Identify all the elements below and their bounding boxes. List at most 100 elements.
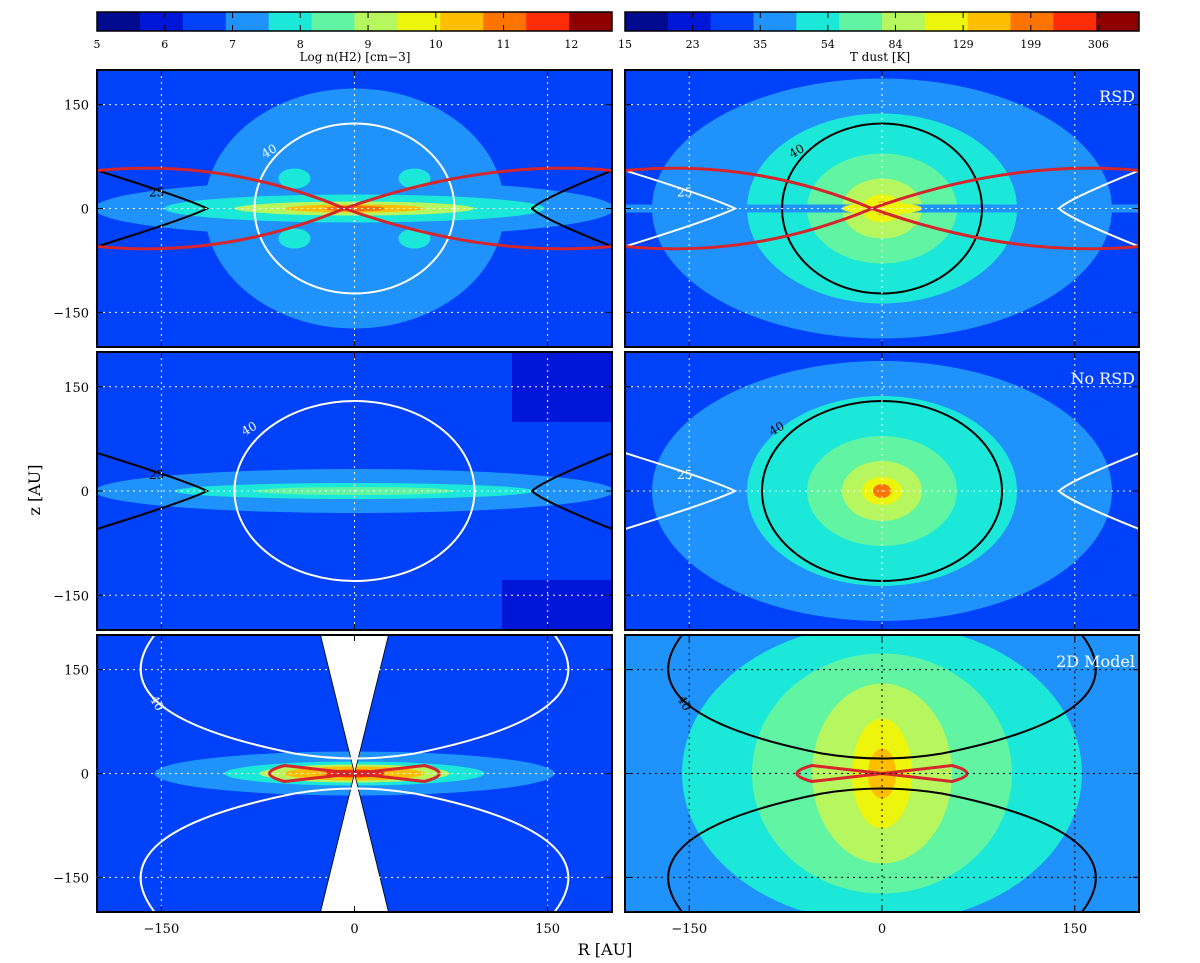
y-tick-label: 150 [64,381,89,396]
panel-frame [96,351,613,631]
panel-left-row2: 40 −150 0 150 −150 0 150 [53,634,613,937]
x-tick-label: 150 [535,922,560,937]
colorbar-temperature-swatch [882,12,926,31]
colorbar-temperature-tick-label: 35 [753,38,767,51]
panel-frame [624,351,1140,631]
panel-right-row1: 40 25 No RSD [624,351,1140,631]
y-tick-label: 150 [64,99,89,114]
y-axis-label: z [AU] [25,464,44,515]
x-tick-label: 0 [350,922,358,937]
colorbar-density-swatch [569,12,613,31]
contour-label: 25 [149,186,164,200]
y-tick-label: −150 [53,589,89,604]
colorbar-temperature-tick-label: 306 [1088,38,1109,51]
colorbar-density-swatch [225,12,270,31]
panel-right-row0: 40 25 RSD [624,69,1140,348]
colorbar-density-tick-label: 5 [94,38,101,51]
colorbar-density: 5 6 7 8 9 10 11 12 [94,11,613,51]
x-tick-label: 0 [878,922,886,937]
x-tick-label: 150 [1062,922,1087,937]
y-tick-label: −150 [53,871,89,886]
contour-40 [139,635,570,912]
colorbar-density-tick-label: 10 [429,38,443,51]
panel-plot-area: 40 [97,635,612,912]
colorbar-temperature-swatch [625,12,669,31]
panel-frame [624,634,1140,913]
panel-plot-area: 40 [625,635,1139,912]
contour-label: 40 [767,419,787,439]
colorbar-temperature-swatch [967,12,1011,31]
panel-label: No RSD [1070,369,1135,388]
colorbar-temperature-swatch [839,12,883,31]
contour-label: 40 [259,141,279,161]
panel-frame [96,634,613,913]
colorbar-density-tick-label: 6 [161,38,168,51]
density-level [398,228,431,249]
colorbar-temperature-swatch [1096,12,1140,31]
x-tick-label: −150 [671,922,707,937]
contour-label: 25 [677,186,692,200]
colorbar-density-tick-label: 7 [229,38,236,51]
contour-label: 40 [239,419,259,439]
colorbar-density-swatch [526,12,570,31]
colorbar-temperature-frame [624,11,1140,32]
y-tick-label: 0 [81,203,89,218]
colorbar-density-swatch [139,12,184,31]
colorbar-density-frame [96,11,613,32]
contour-label: 25 [677,468,692,482]
colorbar-temperature-swatch [667,12,712,31]
colorbar-density-tick-label: 9 [365,38,372,51]
panel-plot-area: 40 25 [97,352,612,630]
colorbar-temperature-swatch [924,12,969,31]
panel-plot-area: 40 25 [625,352,1139,630]
colorbar-density-swatch [397,12,441,31]
density-level [278,228,311,249]
panel-label: RSD [1099,87,1135,106]
y-tick-label: −150 [53,306,89,321]
y-tick-label: 150 [64,664,89,679]
contour-40 [667,635,1097,912]
colorbar-temperature-tick-label: 15 [618,38,632,51]
colorbar-temperature-tick-label: 23 [686,38,700,51]
colorbar-temperature: 15 23 35 54 84 129 199 306 [618,11,1140,51]
colorbar-density-swatch [182,12,227,31]
panel-grid: 40 25 −150 0 150 40 25 RSD 40 25 −150 0 150 40 25 No RS… [53,69,1140,937]
colorbar-density-tick-label: 12 [564,38,578,51]
density-level [398,168,431,189]
density-level [502,580,612,630]
panel-left-row1: 40 25 −150 0 150 [53,351,613,631]
colorbar-temperature-tick-label: 54 [821,38,835,51]
contour-label: 40 [787,141,807,161]
colorbar-density-tick-label: 11 [497,38,511,51]
colorbar-temperature-swatch [753,12,797,31]
colorbar-temperature-tick-label: 199 [1020,38,1041,51]
colorbar-density-swatch [311,12,355,31]
colorbar-temperature-swatch [1010,12,1054,31]
panel-plot-area: 40 25 [97,70,612,347]
colorbar-temperature-swatch [796,12,840,31]
colorbar-temperature-tick-label: 84 [889,38,903,51]
colorbar-density-swatch [97,12,141,31]
colorbar-density-swatch [268,12,313,31]
colorbar-density-swatch [483,12,527,31]
colorbar-temperature-swatch [710,12,754,31]
colorbar-temperature-tick-label: 129 [953,38,974,51]
colorbar-temperature-label: T dust [K] [850,50,910,64]
colorbar-density-label: Log n(H2) [cm−3] [300,50,411,64]
colorbar-density-swatch [354,12,398,31]
y-tick-label: 0 [81,485,89,500]
panel-frame [96,69,613,348]
panel-frame [624,69,1140,348]
panel-label: 2D Model [1056,652,1135,671]
panel-plot-area: 40 25 [625,70,1139,347]
x-tick-label: −150 [144,922,180,937]
density-level [278,168,311,189]
colorbar-density-tick-label: 8 [297,38,304,51]
contour-label: 25 [149,468,164,482]
panel-left-row0: 40 25 −150 0 150 [53,69,613,348]
x-axis-label-left: R [AU] [578,940,633,959]
colorbar-density-swatch [440,12,484,31]
y-tick-label: 0 [81,768,89,783]
